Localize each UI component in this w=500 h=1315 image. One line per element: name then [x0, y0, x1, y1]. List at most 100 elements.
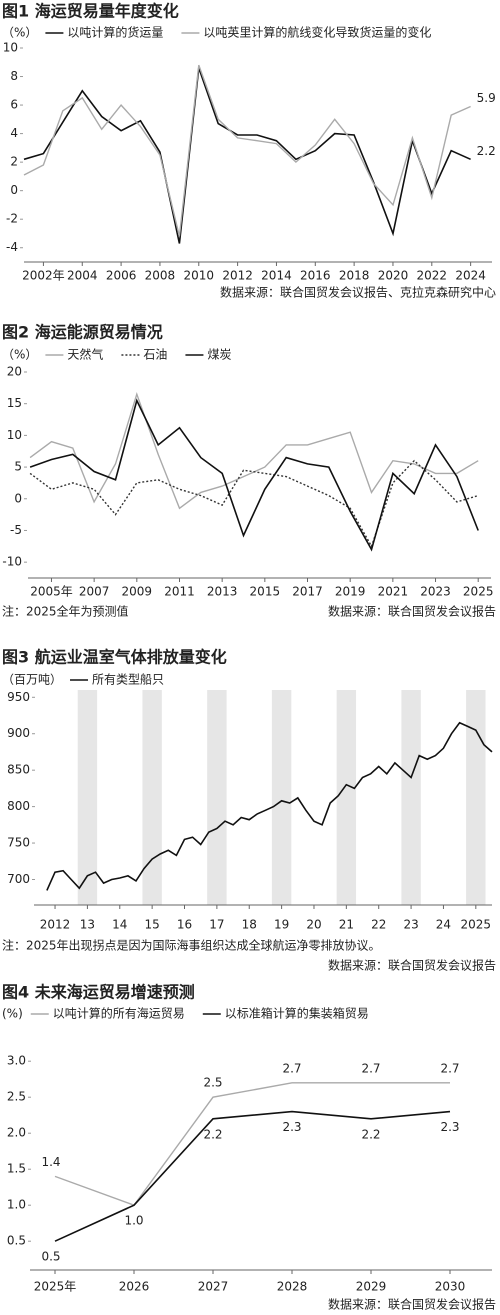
- y-tick-label: 0: [14, 491, 22, 505]
- y-tick-label: 850: [7, 763, 30, 777]
- y-tick-label: -4: [6, 240, 18, 254]
- x-tick-label: 2011: [164, 585, 195, 599]
- y-tick-label: 8: [10, 69, 18, 83]
- y-tick-label: 900: [7, 726, 30, 740]
- legend-label: 天然气: [67, 347, 103, 362]
- value-label: 2.5: [203, 1076, 222, 1090]
- x-tick-label: 2022: [417, 269, 448, 283]
- year-band: [401, 690, 421, 905]
- series-line: [54, 1110, 451, 1242]
- legend-label: 以吨英里计算的航线变化导致货运量的变化: [203, 25, 431, 40]
- x-tick-label: 23: [403, 918, 418, 932]
- y-axis-label: (%): [2, 1007, 23, 1021]
- y-tick-label: 2: [10, 155, 18, 169]
- series-line: [54, 1082, 450, 1207]
- note: 注：2025年出现拐点是因为国际海事组织达成全球航运净零排放协议。: [2, 938, 381, 953]
- y-tick-label: 5: [14, 460, 22, 474]
- y-tick-label: 950: [7, 690, 30, 704]
- y-tick-label: 6: [10, 98, 18, 112]
- legend-label: 以吨计算的所有海运贸易: [53, 1006, 185, 1021]
- value-label: 2.3: [440, 1120, 459, 1134]
- x-tick-label: 2029: [356, 1280, 387, 1294]
- x-tick-label: 19: [274, 918, 289, 932]
- chart-title: 图2 海运能源贸易情况: [2, 323, 163, 342]
- x-tick-label: 2020: [378, 269, 409, 283]
- x-tick-label: 2012: [40, 918, 71, 932]
- x-tick-label: 2009: [122, 585, 153, 599]
- y-tick-label: 750: [7, 836, 30, 850]
- x-tick-label: 2004: [67, 269, 98, 283]
- y-tick-label: 10: [3, 41, 18, 55]
- y-tick-label: 1.0: [7, 1198, 26, 1212]
- x-tick-label: 2019: [335, 585, 366, 599]
- value-label: 2.7: [282, 1061, 301, 1075]
- y-tick-label: 10: [7, 428, 22, 442]
- x-tick-label: 2002年: [22, 269, 65, 283]
- x-tick-label: 2024: [455, 269, 486, 283]
- x-tick-label: 2025: [461, 918, 492, 932]
- x-tick-label: 2008: [145, 269, 176, 283]
- chart-title: 图3 航运业温室气体排放量变化: [2, 648, 227, 667]
- y-tick-label: 700: [7, 872, 30, 886]
- series-line: [29, 398, 479, 552]
- y-tick-label: -2: [6, 212, 18, 226]
- x-tick-label: 2027: [198, 1280, 229, 1294]
- year-band: [466, 690, 486, 905]
- x-tick-label: 16: [177, 918, 192, 932]
- value-label: 2.7: [440, 1061, 459, 1075]
- y-tick-label: -5: [10, 523, 22, 537]
- x-tick-label: 2005年: [30, 585, 73, 599]
- y-tick-label: 15: [7, 396, 22, 410]
- value-label: 2.2: [477, 144, 496, 158]
- x-tick-label: 2010: [183, 269, 214, 283]
- chart-title: 图1 海运贸易量年度变化: [2, 2, 179, 21]
- note: 注：2025全年为预测值: [2, 604, 129, 619]
- x-tick-label: 24: [436, 918, 451, 932]
- series-line: [23, 67, 471, 244]
- x-tick-label: 2006: [106, 269, 137, 283]
- x-tick-label: 2025年: [34, 1280, 77, 1294]
- source: 数据来源：联合国贸发会议报告、克拉克森研究中心: [220, 285, 496, 300]
- y-tick-label: 4: [10, 126, 18, 140]
- x-tick-label: 14: [112, 918, 127, 932]
- x-tick-label: 21: [339, 918, 354, 932]
- legend-label: 以标准箱计算的集装箱贸易: [225, 1006, 369, 1021]
- value-label: 1.4: [41, 1155, 60, 1169]
- x-tick-label: 2025: [463, 585, 494, 599]
- chart-title: 图4 未来海运贸易增速预测: [2, 983, 195, 1002]
- x-tick-label: 2018: [339, 269, 370, 283]
- source: 数据来源：联合国贸发会议报告: [328, 958, 496, 973]
- series-line: [23, 64, 471, 237]
- year-band: [77, 690, 98, 905]
- value-label: 2.3: [282, 1120, 301, 1134]
- legend-label: 所有类型船只: [92, 673, 164, 687]
- value-label: 2.7: [361, 1061, 380, 1075]
- y-axis-label: （%）: [2, 348, 37, 362]
- x-tick-label: 2026: [119, 1280, 150, 1294]
- y-tick-label: 2.0: [7, 1126, 26, 1140]
- value-label: 1.0: [124, 1214, 143, 1228]
- value-label: 5.9: [477, 91, 496, 105]
- x-tick-label: 2021: [378, 585, 409, 599]
- legend-label: 煤炭: [207, 348, 231, 362]
- y-tick-label: 2.5: [7, 1090, 26, 1104]
- x-tick-label: 17: [209, 918, 224, 932]
- x-tick-label: 18: [242, 918, 257, 932]
- y-tick-label: 0.5: [7, 1234, 26, 1248]
- value-label: 2.2: [361, 1127, 380, 1141]
- y-axis-label: （百万吨）: [2, 673, 62, 687]
- y-tick-label: 800: [7, 799, 30, 813]
- y-tick-label: 0: [10, 183, 18, 197]
- y-axis-label: （%）: [2, 26, 37, 40]
- y-tick-label: -10: [2, 555, 22, 569]
- x-tick-label: 2017: [292, 585, 323, 599]
- x-tick-label: 20: [306, 918, 321, 932]
- x-tick-label: 2012: [222, 269, 253, 283]
- source: 数据来源：联合国贸发会议报告: [328, 604, 496, 619]
- x-tick-label: 2023: [420, 585, 451, 599]
- x-tick-label: 2013: [207, 585, 238, 599]
- value-label: 2.2: [203, 1127, 222, 1141]
- source: 数据来源：联合国贸发会议报告: [328, 1297, 496, 1312]
- x-tick-label: 2014: [261, 269, 292, 283]
